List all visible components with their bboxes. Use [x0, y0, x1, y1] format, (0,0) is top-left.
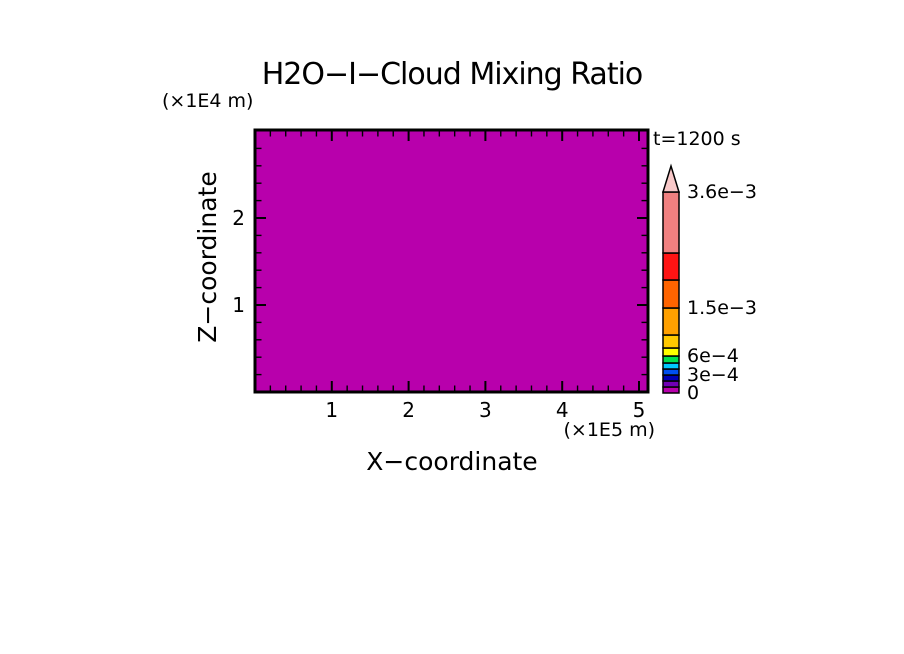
- y-tick-label: 1: [232, 293, 245, 317]
- colorbar-segment: [662, 374, 680, 382]
- x-axis-title: X−coordinate: [366, 447, 537, 476]
- colorbar-tick-label: 0: [687, 382, 699, 404]
- x-tick-label: 3: [479, 398, 492, 422]
- x-tick-label: 1: [325, 398, 338, 422]
- colorbar-segment: [662, 362, 680, 370]
- colorbar-segment: [662, 380, 680, 388]
- colorbar-tick-label: 1.5e−3: [687, 297, 757, 319]
- colorbar-segment: [662, 307, 680, 336]
- plot-title: H2O−I−Cloud Mixing Ratio: [262, 57, 643, 92]
- colorbar-arrow: [661, 163, 681, 193]
- x-tick-label: 4: [556, 398, 569, 422]
- colorbar-segment: [662, 386, 680, 394]
- colorbar-tick-label: 6e−4: [687, 345, 739, 367]
- colorbar-segment: [662, 368, 680, 376]
- colorbar-segment: [662, 347, 680, 357]
- colorbar-segment: [662, 355, 680, 364]
- y-axis-title: Z−coordinate: [193, 171, 222, 342]
- chart-layer: 1 2 3 4 5 1 2 03e−46e−4 1.5e−3 3.6e−3: [232, 128, 757, 422]
- y-tick-label: 2: [232, 206, 245, 230]
- colorbar-tick-label: 3e−4: [687, 364, 739, 386]
- x-axis-unit-label: (×1E5 m): [564, 419, 655, 441]
- time-annotation: t=1200 s: [653, 128, 741, 150]
- colorbar-segment: [662, 279, 680, 309]
- colorbar-segment: [662, 252, 680, 281]
- colorbar-segment: [662, 334, 680, 349]
- colorbar-tick-label: 3.6e−3: [687, 181, 757, 203]
- x-tick-label: 2: [402, 398, 415, 422]
- colorbar-segment: [662, 191, 680, 254]
- x-tick-label: 5: [633, 398, 646, 422]
- y-axis-unit-label: (×1E4 m): [162, 90, 253, 112]
- plot-field: [253, 128, 650, 394]
